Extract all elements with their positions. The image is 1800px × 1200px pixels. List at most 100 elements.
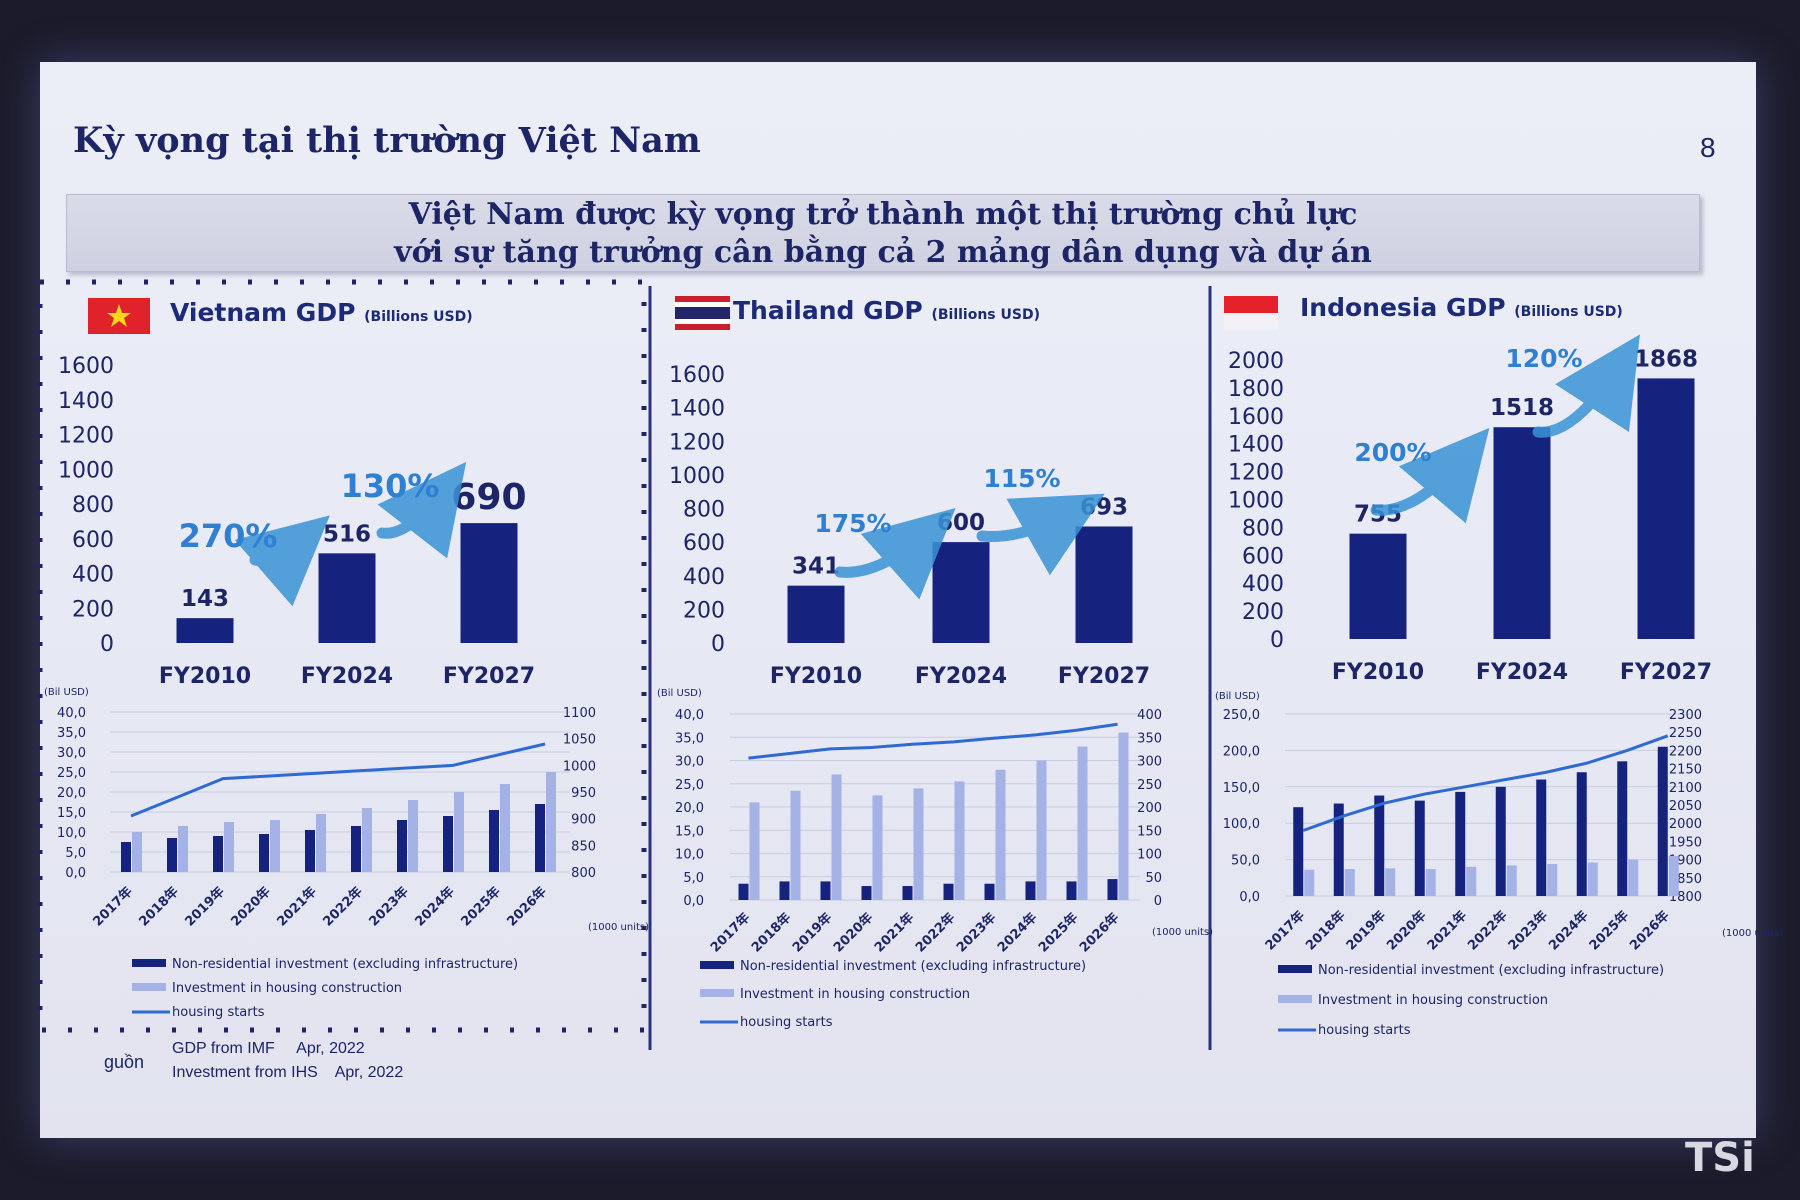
vietnam-growth-arrow-icon (234, 515, 330, 607)
thailand-gdp-value-label: 341 (792, 554, 840, 580)
vietnam-inv-right-tick: 1000 (563, 759, 596, 774)
indonesia-gdp-ytick: 1800 (1228, 377, 1284, 402)
vietnam-inv-bar-housing (224, 822, 234, 872)
vietnam-inv-category-label: 2021年 (274, 884, 320, 930)
indonesia-inv-left-tick: 0,0 (1239, 890, 1260, 905)
vietnam-inv-bar-nonres (213, 836, 223, 872)
thailand-gdp-ytick: 0 (711, 632, 725, 657)
vietnam-gdp-bar (176, 618, 234, 643)
vietnam-growth-label: 130% (341, 467, 440, 505)
indonesia-inv-bar-nonres (1617, 761, 1628, 896)
thailand-gdp-category-label: FY2024 (915, 664, 1007, 689)
indonesia-inv-bar-housing (1547, 863, 1558, 896)
indonesia-gdp-label: Indonesia GDP (1300, 293, 1506, 322)
vietnam-inv-right-tick: 1050 (563, 733, 596, 748)
indonesia-gdp-category-label: FY2010 (1332, 660, 1424, 685)
vietnam-gdp-category-label: FY2027 (443, 664, 535, 689)
thailand-gdp-ytick: 600 (683, 531, 725, 556)
thailand-inv-category-label: 2026年 (1076, 910, 1122, 956)
indonesia-inv-category-label: 2022年 (1464, 908, 1510, 954)
vietnam-legend-swatch-bar (132, 959, 166, 967)
thailand-inv-category-label: 2017年 (707, 910, 753, 956)
thailand-gdp-bar (932, 542, 990, 643)
indonesia-gdp-bar (1493, 427, 1551, 639)
thailand-gdp-label: Thailand GDP (733, 296, 923, 325)
thailand-inv-right-tick: 200 (1137, 801, 1162, 816)
indonesia-inv-category-label: 2024年 (1545, 908, 1591, 954)
vietnam-gdp-ytick: 600 (72, 528, 114, 553)
thailand-inv-bar-nonres (902, 886, 913, 900)
indonesia-inv-bar-nonres (1374, 795, 1385, 896)
thailand-gdp-unit: (Billions USD) (931, 307, 1040, 323)
indonesia-inv-bar-nonres (1576, 772, 1587, 896)
indonesia-gdp-ytick: 0 (1270, 628, 1284, 653)
indonesia-inv-bar-housing (1304, 869, 1315, 896)
vietnam-inv-category-label: 2022年 (320, 884, 366, 930)
vietnam-legend-label: housing starts (172, 1005, 265, 1020)
thailand-gdp-category-label: FY2027 (1058, 664, 1150, 689)
vietnam-gdp-value-label: 516 (323, 521, 371, 547)
thailand-growth-label: 115% (983, 464, 1060, 493)
vietnam-gdp-bar (460, 523, 518, 643)
indonesia-inv-category-label: 2023年 (1505, 908, 1551, 954)
indonesia-inv-right-tick: 2050 (1669, 799, 1702, 814)
indonesia-inv-left-unit: (Bil USD) (1215, 691, 1260, 702)
thailand-inv-bar-housing (1118, 732, 1129, 900)
indonesia-inv-left-tick: 200,0 (1223, 744, 1260, 759)
thailand-inv-right-tick: 300 (1137, 755, 1162, 770)
indonesia-gdp-ytick: 1000 (1228, 489, 1284, 514)
indonesia-inv-bar-nonres (1414, 800, 1425, 896)
indonesia-gdp-title: Indonesia GDP (Billions USD) (1300, 293, 1623, 322)
slide-title: Kỳ vọng tại thị trường Việt Nam (73, 120, 701, 161)
indonesia-growth-label: 200% (1354, 438, 1431, 467)
thailand-gdp-bar (787, 585, 845, 643)
vietnam-growth-arrow-icon (376, 461, 467, 559)
vietnam-inv-bar-housing (546, 772, 556, 872)
indonesia-gdp-ytick: 200 (1242, 600, 1284, 625)
thailand-inv-right-tick: 250 (1137, 778, 1162, 793)
vietnam-gdp-label: Vietnam GDP (170, 298, 356, 327)
indonesia-inv-bar-housing (1628, 859, 1639, 896)
vietnam-inv-right-tick: 800 (571, 866, 596, 881)
indonesia-inv-category-label: 2019年 (1343, 908, 1389, 954)
thailand-inv-category-label: 2021年 (871, 910, 917, 956)
indonesia-inv-bar-housing (1587, 862, 1598, 896)
banner-line-1: Việt Nam được kỳ vọng trở thành một thị … (408, 197, 1358, 232)
thailand-inv-right-tick: 350 (1137, 731, 1162, 746)
vietnam-growth-label: 270% (179, 517, 278, 555)
vietnam-inv-bar-nonres (167, 838, 177, 872)
thailand-inv-left-tick: 30,0 (675, 755, 704, 770)
vietnam-inv-bar-nonres (535, 804, 545, 872)
vietnam-inv-category-label: 2018年 (136, 884, 182, 930)
thailand-legend-swatch-bar (700, 961, 734, 969)
vietnam-inv-bar-housing (500, 784, 510, 872)
vietnam-inv-category-label: 2024年 (412, 884, 458, 930)
indonesia-gdp-ytick: 1400 (1228, 433, 1284, 458)
indonesia-inv-bar-housing (1668, 855, 1679, 896)
thailand-inv-bar-housing (749, 802, 760, 900)
thailand-inv-line-housing-starts (748, 722, 1118, 760)
thailand-inv-category-label: 2024年 (994, 910, 1040, 956)
vietnam-gdp-ytick: 1200 (58, 424, 114, 449)
thailand-inv-bar-nonres (984, 883, 995, 900)
indonesia-inv-bar-nonres (1293, 807, 1304, 896)
indonesia-inv-category-label: 2020年 (1383, 908, 1429, 954)
thailand-inv-bar-nonres (861, 886, 872, 900)
vietnam-gdp-ytick: 1600 (58, 354, 114, 379)
thailand-gdp-value-label: 600 (937, 510, 985, 536)
thailand-inv-bar-nonres (1025, 881, 1036, 900)
vietnam-inv-left-tick: 10,0 (57, 826, 86, 841)
indonesia-legend-label: Investment in housing construction (1318, 993, 1548, 1008)
thailand-inv-left-tick: 20,0 (675, 801, 704, 816)
thailand-gdp-title: Thailand GDP (Billions USD) (733, 296, 1040, 325)
thailand-inv-bar-nonres (738, 883, 749, 900)
indonesia-gdp-category-label: FY2027 (1620, 660, 1712, 685)
vietnam-inv-bar-housing (132, 832, 142, 872)
indonesia-gdp-value-label: 1518 (1490, 395, 1554, 421)
source-label: guồn (104, 1052, 145, 1072)
vietnam-gdp-ytick: 0 (100, 632, 114, 657)
indonesia-inv-bar-housing (1385, 868, 1396, 896)
vietnam-inv-bar-housing (454, 792, 464, 872)
